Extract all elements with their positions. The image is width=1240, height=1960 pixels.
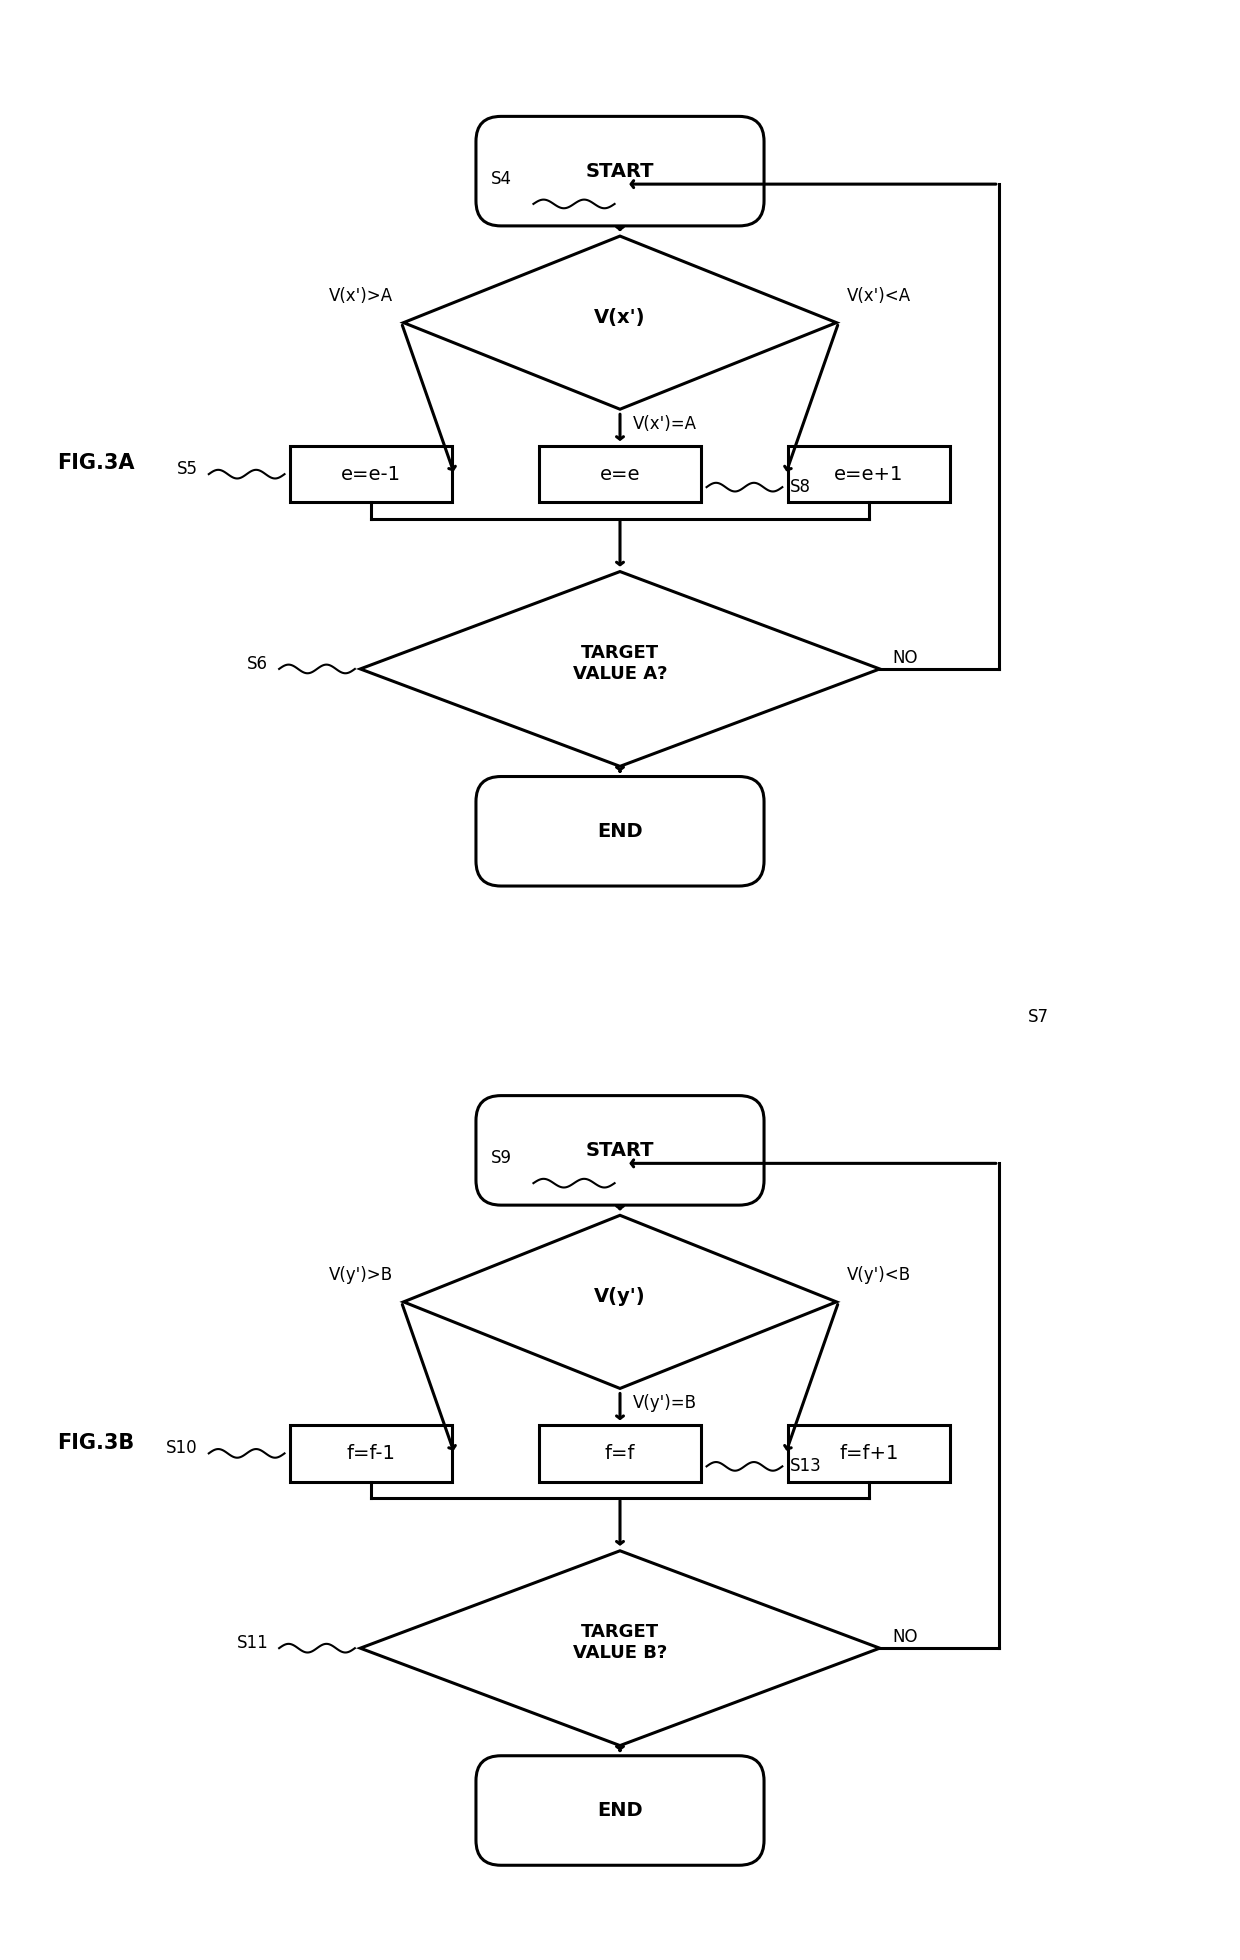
Text: NO: NO [893,649,918,666]
Text: e=e-1: e=e-1 [341,465,401,484]
Text: S9: S9 [491,1149,512,1166]
Bar [290,1425,453,1482]
Text: S5: S5 [177,461,198,478]
Polygon shape [403,1215,837,1388]
Text: f=f: f=f [605,1445,635,1462]
Polygon shape [403,235,837,410]
Text: END: END [598,821,642,841]
Text: S13: S13 [790,1458,822,1476]
Text: S11: S11 [237,1635,268,1652]
Bar [787,447,950,502]
Text: e=e+1: e=e+1 [835,465,904,484]
Text: FIG.3A: FIG.3A [57,453,135,472]
Text: V(y')>B: V(y')>B [329,1266,393,1284]
Text: V(x'): V(x') [594,308,646,327]
Text: f=f-1: f=f-1 [347,1445,396,1462]
Text: e=e: e=e [600,465,640,484]
Text: FIG.3B: FIG.3B [57,1433,134,1452]
Text: YES: YES [615,1754,646,1772]
Text: END: END [598,1801,642,1821]
FancyBboxPatch shape [476,1756,764,1866]
Text: V(x')=A: V(x')=A [632,416,697,433]
Text: TARGET
VALUE A?: TARGET VALUE A? [573,645,667,682]
Text: TARGET
VALUE B?: TARGET VALUE B? [573,1623,667,1662]
Text: START: START [585,1141,655,1160]
Text: S8: S8 [790,478,811,496]
Text: V(x')<A: V(x')<A [847,286,911,304]
Text: S4: S4 [491,171,512,188]
Polygon shape [361,1550,879,1746]
Text: V(x')>A: V(x')>A [329,286,393,304]
Text: V(y')=B: V(y')=B [632,1394,697,1411]
Polygon shape [361,572,879,766]
Text: S6: S6 [247,655,268,672]
Text: V(y')<B: V(y')<B [847,1266,911,1284]
Bar [539,447,701,502]
Text: NO: NO [893,1629,918,1646]
FancyBboxPatch shape [476,776,764,886]
FancyBboxPatch shape [476,1096,764,1205]
Bar [539,1425,701,1482]
Text: YES: YES [615,774,646,794]
Text: START: START [585,161,655,180]
Text: S7: S7 [1028,1007,1049,1027]
Bar [787,1425,950,1482]
Text: S10: S10 [166,1439,198,1456]
Bar [290,447,453,502]
Text: f=f+1: f=f+1 [839,1445,899,1462]
FancyBboxPatch shape [476,116,764,225]
Text: V(y'): V(y') [594,1288,646,1305]
